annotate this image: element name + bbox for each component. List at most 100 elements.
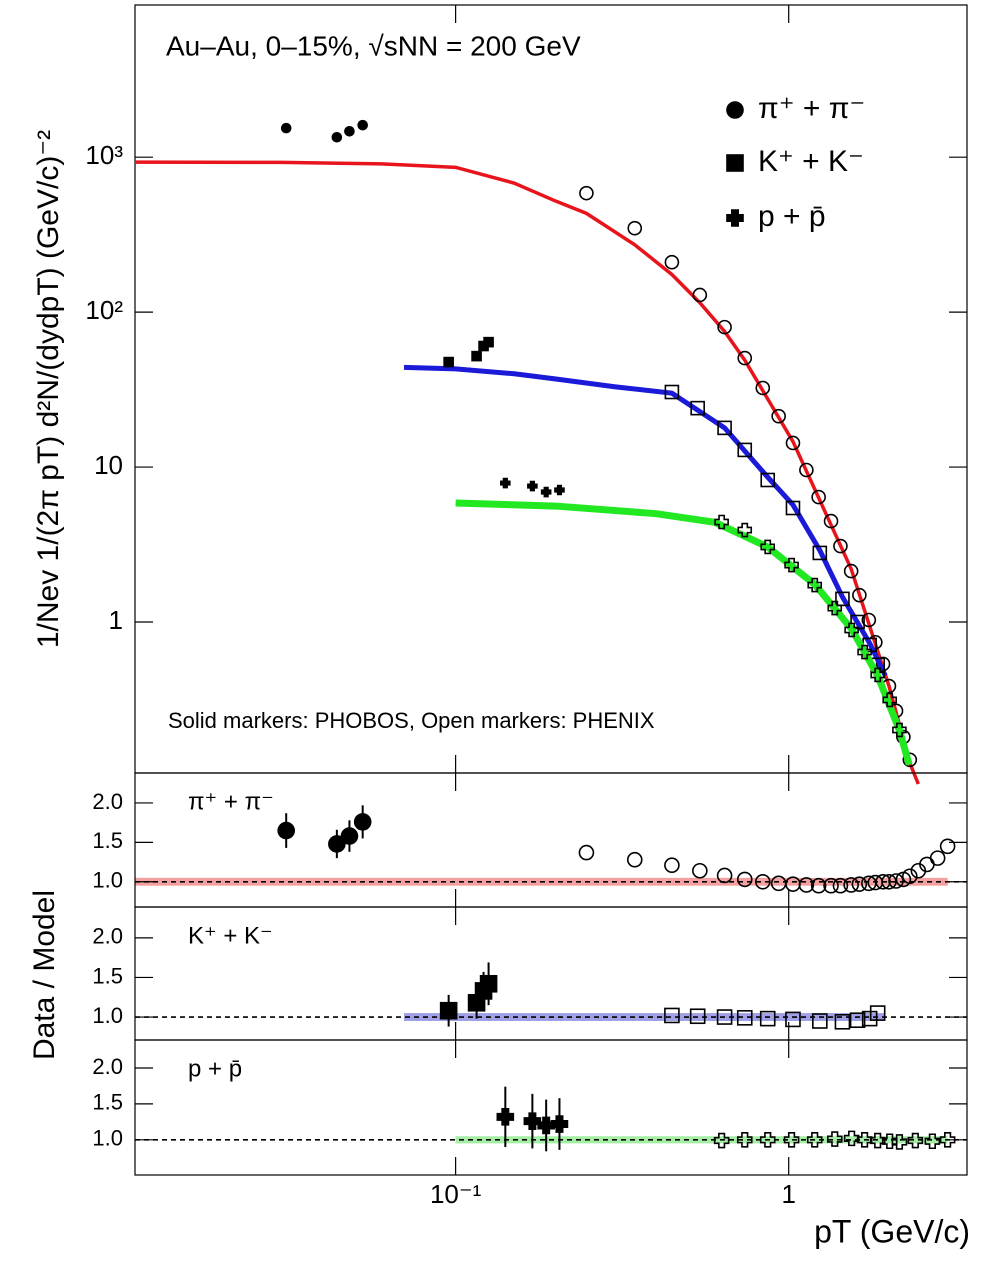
marker <box>833 538 848 554</box>
marker <box>843 1130 860 1147</box>
marker <box>759 1132 776 1148</box>
marker <box>692 287 708 303</box>
marker <box>540 486 552 498</box>
model-curve <box>134 160 920 785</box>
marker <box>755 380 771 396</box>
x-axis-title: pT (GeV/c) <box>814 1213 970 1249</box>
marker <box>849 1012 866 1029</box>
marker <box>851 876 868 892</box>
marker <box>627 220 643 236</box>
model-band <box>404 1013 886 1021</box>
y-axis-title: 1/Nev 1/(2π pT) d²N/(dydpT) (GeV/c)⁻² <box>32 130 65 648</box>
marker <box>760 472 776 488</box>
marker <box>869 1132 886 1149</box>
marker <box>832 877 849 894</box>
y-tick-label: 1.5 <box>92 1090 123 1115</box>
marker <box>736 871 753 888</box>
legend-marker <box>726 101 744 119</box>
marker <box>939 1132 956 1148</box>
annotation: Au–Au, 0–15%, √sNN = 200 GeV <box>166 30 581 61</box>
marker <box>823 513 839 529</box>
panel-label: p + p̄ <box>188 1055 242 1082</box>
marker <box>785 1011 801 1028</box>
marker <box>523 1112 542 1130</box>
y-tick-label: 1.0 <box>92 1003 123 1028</box>
marker <box>713 1132 730 1149</box>
marker <box>537 1116 555 1135</box>
marker <box>554 484 565 496</box>
y-axis-title: Data / Model <box>28 890 61 1060</box>
marker <box>331 131 343 143</box>
marker <box>479 974 498 993</box>
panel-label: π⁺ + π⁻ <box>188 788 274 815</box>
marker <box>861 612 877 628</box>
marker <box>798 877 815 893</box>
marker <box>471 350 482 362</box>
marker <box>664 857 680 874</box>
y-tick-label: 1.0 <box>92 1126 123 1151</box>
model-band <box>455 1136 948 1144</box>
legend-label: p + p̄ <box>758 200 826 233</box>
legend-marker <box>726 154 744 172</box>
marker <box>870 667 885 683</box>
marker <box>344 125 355 137</box>
marker <box>869 1005 886 1021</box>
marker <box>443 356 454 368</box>
marker <box>799 462 814 478</box>
marker <box>500 477 511 489</box>
marker <box>277 821 295 840</box>
marker <box>807 577 823 593</box>
model-curve <box>403 364 888 677</box>
x-tick-label: 1 <box>781 1179 795 1209</box>
marker <box>891 1134 908 1150</box>
y-tick-label: 2.0 <box>92 789 123 814</box>
marker <box>496 1108 515 1126</box>
marker <box>881 873 897 890</box>
marker <box>843 563 859 579</box>
y-tick-label: 2.0 <box>92 924 123 949</box>
marker <box>579 185 594 201</box>
marker <box>353 813 372 831</box>
y-tick-label: 1.5 <box>92 828 123 853</box>
y-tick-label: 10³ <box>85 140 123 170</box>
marker <box>785 435 801 451</box>
marker <box>835 591 850 607</box>
marker <box>907 1132 924 1149</box>
marker <box>806 1132 823 1148</box>
marker <box>483 336 494 348</box>
panel-label: K⁺ + K⁻ <box>188 922 273 949</box>
marker <box>771 408 786 424</box>
marker <box>737 350 753 366</box>
marker <box>754 873 771 890</box>
y-tick-label: 1.0 <box>92 868 123 893</box>
marker <box>810 877 827 894</box>
note: Solid markers: PHOBOS, Open markers: PHE… <box>168 708 655 733</box>
marker <box>357 119 368 131</box>
marker <box>852 587 867 603</box>
y-tick-label: 1 <box>109 605 123 635</box>
marker <box>737 522 753 538</box>
marker <box>340 827 359 845</box>
marker <box>827 600 843 616</box>
marker <box>736 1132 753 1148</box>
marker <box>716 1009 733 1025</box>
marker <box>857 644 872 660</box>
marker <box>826 1131 843 1147</box>
marker <box>823 877 839 894</box>
marker <box>690 400 705 416</box>
marker <box>902 752 918 768</box>
marker <box>929 850 946 866</box>
marker <box>892 722 907 738</box>
marker <box>664 384 680 400</box>
marker <box>924 1133 941 1150</box>
marker <box>736 1010 753 1026</box>
marker <box>759 1010 776 1027</box>
marker <box>716 867 733 884</box>
marker <box>527 480 538 492</box>
marker <box>902 868 918 885</box>
marker <box>843 877 859 893</box>
marker <box>856 1132 873 1148</box>
marker <box>783 1132 800 1148</box>
marker <box>785 500 801 516</box>
